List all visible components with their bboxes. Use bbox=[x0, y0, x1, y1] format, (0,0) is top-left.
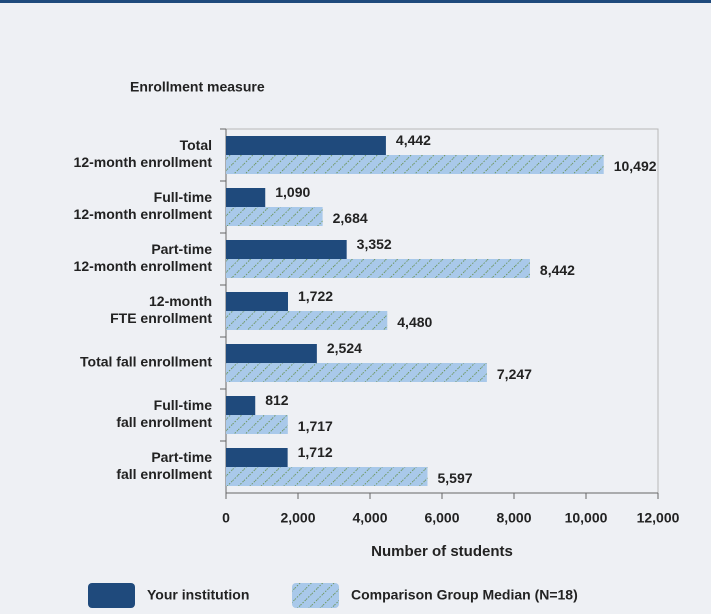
bar bbox=[226, 292, 288, 311]
bar bbox=[226, 363, 487, 382]
y-tick-label: 12-month enrollment bbox=[74, 154, 213, 170]
bar bbox=[226, 467, 428, 486]
bar bbox=[226, 396, 256, 415]
value-label: 4,480 bbox=[397, 314, 432, 330]
legend-label: Comparison Group Median (N=18) bbox=[351, 587, 578, 603]
bar bbox=[226, 448, 288, 467]
legend-swatch bbox=[292, 583, 339, 608]
value-label: 4,442 bbox=[396, 132, 431, 148]
bar bbox=[226, 207, 323, 226]
x-tick-label: 12,000 bbox=[637, 510, 680, 526]
y-tick-label: Part-time bbox=[151, 449, 212, 465]
bar bbox=[226, 415, 288, 434]
x-tick-label: 0 bbox=[222, 510, 230, 526]
y-tick-label: fall enrollment bbox=[116, 414, 212, 430]
y-tick-label: Part-time bbox=[151, 241, 212, 257]
y-tick-label: 12-month enrollment bbox=[74, 258, 213, 274]
value-label: 10,492 bbox=[614, 158, 657, 174]
bar bbox=[226, 155, 604, 174]
y-tick-label: 12-month enrollment bbox=[74, 206, 213, 222]
x-tick-label: 2,000 bbox=[280, 510, 315, 526]
value-label: 2,524 bbox=[327, 340, 362, 356]
value-label: 1,717 bbox=[298, 418, 333, 434]
y-tick-label: fall enrollment bbox=[116, 466, 212, 482]
bar bbox=[226, 240, 347, 259]
top-border bbox=[0, 0, 711, 3]
value-label: 1,722 bbox=[298, 288, 333, 304]
value-label: 8,442 bbox=[540, 262, 575, 278]
bar bbox=[226, 344, 317, 363]
y-tick-label: FTE enrollment bbox=[110, 310, 212, 326]
legend-swatch bbox=[88, 583, 135, 608]
value-label: 7,247 bbox=[497, 366, 532, 382]
bar bbox=[226, 311, 388, 330]
x-axis-title: Number of students bbox=[371, 543, 513, 560]
value-label: 1,712 bbox=[298, 444, 333, 460]
value-label: 812 bbox=[265, 392, 289, 408]
x-tick-label: 10,000 bbox=[565, 510, 608, 526]
y-axis-title: Enrollment measure bbox=[130, 79, 265, 95]
value-label: 1,090 bbox=[275, 184, 310, 200]
bar bbox=[226, 259, 530, 278]
legend-label: Your institution bbox=[147, 587, 249, 603]
value-label: 5,597 bbox=[437, 470, 472, 486]
bar bbox=[226, 188, 266, 207]
y-tick-label: Total bbox=[180, 137, 212, 153]
x-tick-label: 6,000 bbox=[424, 510, 459, 526]
value-label: 2,684 bbox=[333, 210, 368, 226]
y-tick-label: Full-time bbox=[154, 189, 213, 205]
bar bbox=[226, 136, 386, 155]
x-tick-label: 8,000 bbox=[496, 510, 531, 526]
y-tick-label: 12-month bbox=[149, 293, 212, 309]
value-label: 3,352 bbox=[357, 236, 392, 252]
y-tick-label: Total fall enrollment bbox=[80, 354, 212, 370]
x-tick-label: 4,000 bbox=[352, 510, 387, 526]
y-tick-label: Full-time bbox=[154, 397, 213, 413]
